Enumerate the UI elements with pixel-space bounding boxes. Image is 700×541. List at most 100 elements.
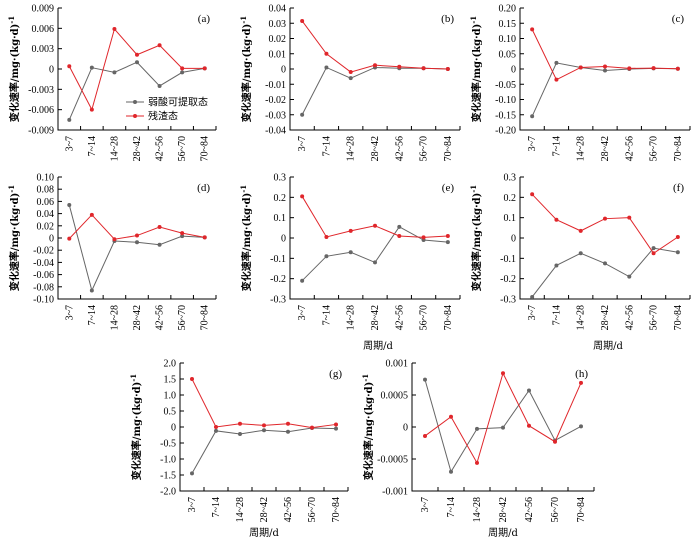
data-point <box>445 240 450 245</box>
y-tick-label: -0.2 <box>500 274 516 285</box>
data-point <box>603 216 607 221</box>
panel-label: (c) <box>672 13 685 25</box>
y-tick-label: 0.01 <box>269 49 287 60</box>
x-tick-label: 42~56 <box>155 305 166 330</box>
data-point <box>180 231 185 236</box>
x-tick-label: 42~56 <box>624 305 635 330</box>
data-point <box>135 60 139 65</box>
data-point <box>334 422 338 427</box>
data-point <box>554 217 559 222</box>
x-tick-label: 56~70 <box>307 497 318 522</box>
y-axis-title: 变化速率/mg·(kg·d)-1 <box>129 374 144 480</box>
data-point <box>262 423 266 428</box>
data-point <box>530 294 535 299</box>
chart-panel-0: -0.009 -0.006 -0.003 0 0.003 0.006 0.009 3~7 7~1… <box>7 4 217 161</box>
y-tick-label: 0 <box>511 65 516 76</box>
series-line-1 <box>424 371 582 465</box>
data-point <box>421 235 426 240</box>
data-point <box>286 429 290 434</box>
y-tick-label: 0 <box>281 234 286 245</box>
y-tick-label: -0.0005 <box>377 455 408 466</box>
data-point <box>89 107 94 112</box>
panel-label: (d) <box>197 182 210 194</box>
y-tick-label: -0.1 <box>270 254 286 265</box>
data-point <box>501 371 505 376</box>
data-point <box>135 233 139 238</box>
x-axis-title: 周期/d <box>249 527 279 539</box>
data-point <box>334 426 338 431</box>
x-tick-label: 3~7 <box>420 497 431 512</box>
data-point <box>578 65 583 70</box>
y-tick-label: 1.0 <box>164 391 177 402</box>
y-tick-label: -0.02 <box>33 246 54 257</box>
y-axis-title-superscript: -1 <box>239 16 248 24</box>
x-tick-label: 28~42 <box>370 136 381 161</box>
data-point <box>300 278 305 283</box>
data-point <box>449 469 453 474</box>
x-tick-label: 70~84 <box>673 305 684 330</box>
data-point <box>445 67 450 71</box>
x-tick-label: 56~70 <box>419 136 430 161</box>
data-point <box>578 228 583 233</box>
x-tick-label: 42~56 <box>624 136 635 161</box>
x-tick-label: 14~28 <box>235 497 246 522</box>
data-point <box>651 246 656 251</box>
y-tick-label: 0.3 <box>274 173 287 184</box>
y-axis-title: 变化速率/mg·(kg·d)-1 <box>469 16 484 122</box>
y-axis-title-superscript: -1 <box>7 16 16 24</box>
data-point <box>348 70 353 75</box>
data-point <box>324 254 329 259</box>
y-tick-label: -0.20 <box>495 126 516 137</box>
panel-label: (e) <box>442 182 455 194</box>
x-tick-label: 56~70 <box>649 136 660 161</box>
data-point <box>310 425 314 430</box>
data-point <box>449 414 453 419</box>
data-point <box>324 234 329 239</box>
data-point <box>202 235 207 240</box>
data-point <box>300 18 305 23</box>
data-point <box>180 70 185 75</box>
axis-frame <box>519 177 690 300</box>
data-point <box>527 423 531 428</box>
y-tick-label: 0.2 <box>274 193 287 204</box>
data-point <box>554 60 559 65</box>
y-tick-label: 0.1 <box>504 213 517 224</box>
y-tick-label: -1.5 <box>160 471 176 482</box>
data-point <box>180 234 185 239</box>
chart-panel-6: -2.0 -1.5 -1.0 -0.5 0 0.5 1.0 1.5 2.0 3~7 7~14 14~2… <box>129 359 349 522</box>
y-tick-label: -1.0 <box>160 455 176 466</box>
x-tick-label: 3~7 <box>297 136 308 151</box>
x-tick-label: 14~28 <box>472 497 483 522</box>
y-tick-label: -0.06 <box>33 270 54 281</box>
data-point <box>348 250 353 255</box>
x-tick-label: 14~28 <box>346 305 357 330</box>
data-point <box>157 225 162 230</box>
x-tick-label: 56~70 <box>177 305 188 330</box>
y-axis-title-superscript: -1 <box>239 185 248 193</box>
data-point <box>554 77 559 82</box>
x-tick-label: 28~42 <box>259 497 270 522</box>
data-point <box>553 439 557 444</box>
y-axis-title-superscript: -1 <box>469 16 478 24</box>
y-tick-label: -0.15 <box>495 110 516 121</box>
series-line-1 <box>301 196 448 238</box>
data-point <box>421 66 426 71</box>
y-axis-title: 变化速率/mg·(kg·d)-1 <box>7 16 22 122</box>
data-point <box>157 242 162 247</box>
y-axis-title-superscript: -1 <box>469 185 478 193</box>
y-tick-label: -0.10 <box>33 295 54 306</box>
panel-label: (a) <box>198 13 211 25</box>
data-point <box>89 288 94 293</box>
legend-label: 残渣态 <box>148 110 178 123</box>
x-tick-label: 42~56 <box>283 497 294 522</box>
x-axis-title: 周期/d <box>488 527 518 539</box>
data-point <box>324 65 329 70</box>
series-line-0 <box>301 66 448 115</box>
x-tick-label: 14~28 <box>109 136 120 161</box>
y-tick-label: 0.05 <box>499 49 517 60</box>
y-tick-label: -0.2 <box>270 274 286 285</box>
data-point <box>286 421 290 426</box>
data-point <box>262 428 266 433</box>
x-tick-label: 7~14 <box>211 497 222 517</box>
y-tick-label: -0.009 <box>28 126 54 137</box>
